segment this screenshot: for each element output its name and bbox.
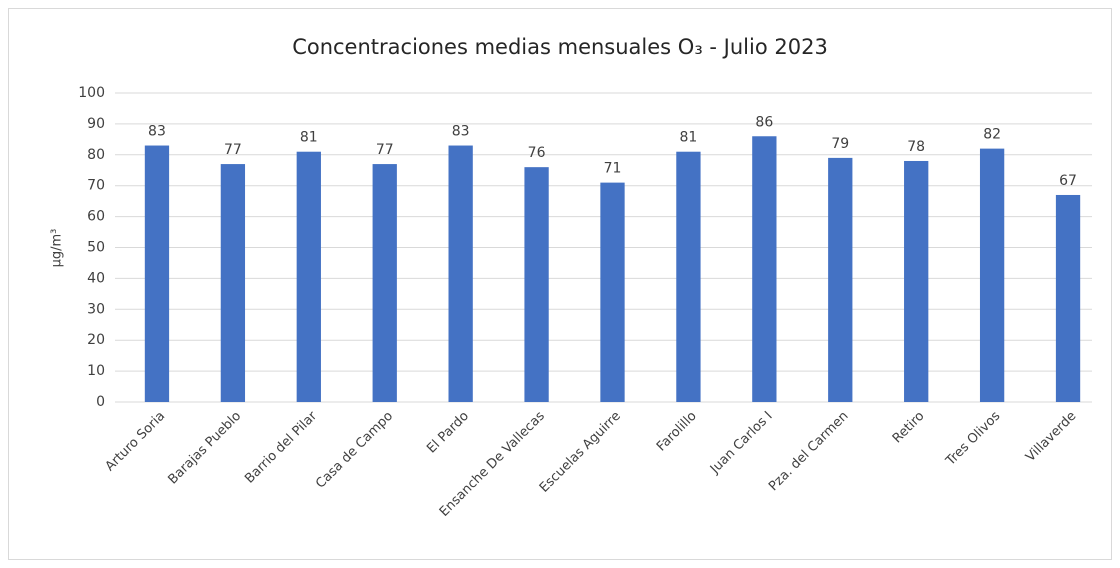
data-label: 77 [376, 142, 394, 158]
data-label: 79 [831, 136, 849, 152]
data-label: 83 [148, 124, 166, 140]
y-tick-label: 100 [78, 85, 105, 101]
bar [904, 160, 929, 402]
data-label: 83 [452, 124, 470, 140]
data-label: 81 [300, 130, 318, 146]
data-label: 76 [528, 145, 546, 161]
y-tick-label: 80 [87, 147, 105, 163]
data-label: 81 [680, 130, 698, 146]
bar [1055, 194, 1081, 402]
y-tick-label: 60 [87, 209, 105, 225]
bar [752, 136, 777, 402]
y-axis-label: µg/m³ [50, 229, 65, 268]
bar [828, 157, 853, 402]
chart-title: Concentraciones medias mensuales O₃ - Ju… [292, 35, 828, 59]
data-label: 77 [224, 142, 242, 158]
y-tick-label: 50 [87, 240, 105, 256]
bar [600, 182, 625, 402]
data-label: 71 [604, 161, 622, 177]
y-tick-label: 90 [87, 116, 105, 132]
bar [979, 148, 1005, 402]
data-label: 67 [1059, 173, 1077, 189]
y-tick-label: 20 [87, 332, 105, 348]
bar [372, 164, 397, 402]
data-label: 78 [907, 139, 925, 155]
data-label: 86 [755, 114, 773, 130]
bar [524, 167, 549, 402]
y-tick-label: 0 [96, 394, 105, 410]
y-tick-label: 10 [87, 363, 105, 379]
y-tick-label: 30 [87, 301, 105, 317]
bar [296, 151, 321, 402]
y-tick-label: 70 [87, 178, 105, 194]
y-tick-label: 40 [87, 270, 105, 286]
bar [676, 151, 701, 402]
bar [448, 145, 473, 402]
bar [220, 164, 246, 402]
bar [144, 145, 170, 402]
data-label: 82 [983, 127, 1001, 143]
